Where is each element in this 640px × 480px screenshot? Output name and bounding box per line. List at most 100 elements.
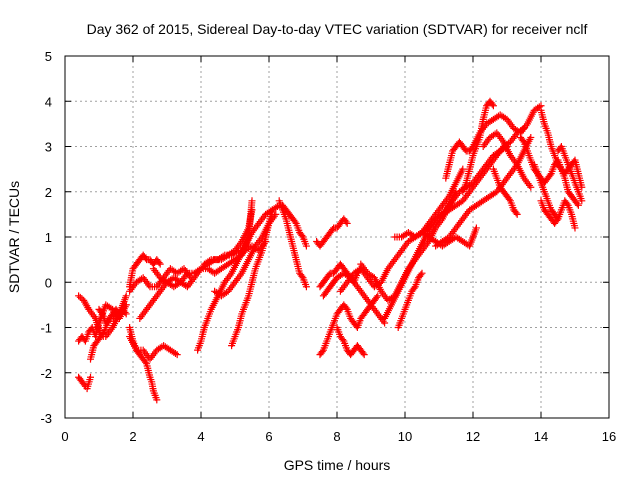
series-38 [554,143,586,205]
data-point [374,292,382,300]
data-point [491,130,499,138]
series-27 [391,124,528,241]
data-point [248,197,256,205]
data-point [172,350,179,358]
series-21 [319,269,389,327]
series-22 [333,324,368,359]
series-14 [228,206,276,350]
x-tick-label: 8 [333,429,340,444]
data-point [87,373,94,381]
data-point [122,310,130,318]
y-tick-label: -3 [40,411,52,426]
data-point [457,198,465,206]
data-point [298,231,306,239]
data-point [527,133,535,141]
data-point [97,308,105,316]
y-tick-label: 3 [45,140,52,155]
series-31 [459,97,497,196]
series-36 [537,197,579,232]
data-point [318,348,326,356]
x-tick-labels: 0 2 4 6 8 10 12 14 16 [61,429,616,444]
x-tick-label: 16 [602,429,616,444]
series-26 [394,269,426,331]
data-point [155,259,163,267]
data-point [423,225,431,233]
series-5 [95,305,130,327]
data-point [488,100,496,108]
data-point [219,252,227,260]
series-33 [489,165,521,218]
data-point [459,165,467,173]
data-point [339,336,347,344]
x-tick-label: 2 [129,429,136,444]
data-point [527,183,535,191]
chart-title: Day 362 of 2015, Sidereal Day-to-day VTE… [87,21,588,37]
data-point [99,330,107,338]
y-tick-label: 0 [45,275,52,290]
data-point [233,248,241,256]
data-point [156,260,164,268]
data-point [206,257,213,265]
data-point [546,171,554,179]
data-point [80,381,88,389]
data-point [571,224,579,232]
series-7 [126,333,181,363]
data-point [563,200,571,208]
y-tick-label: 1 [45,230,52,245]
y-tick-label: -1 [40,321,52,336]
data-point [175,279,183,287]
data-point [291,218,299,226]
data-point [491,189,499,197]
series-25 [381,143,511,322]
data-point [573,200,581,208]
data-point [489,102,497,110]
data-point [178,266,186,274]
data-point [515,128,523,136]
data-point [182,282,190,290]
series-19 [316,292,382,359]
data-point [262,238,270,246]
data-point [360,351,368,359]
axis-ticks [64,55,610,419]
x-tick-label: 6 [265,429,272,444]
series-15 [200,238,270,268]
data-point [418,269,426,277]
data-point [574,201,582,209]
data-point [153,396,161,404]
data-point [342,218,350,226]
data-point [122,292,130,300]
x-tick-label: 12 [466,429,480,444]
data-point [107,304,115,312]
series-10 [136,206,256,322]
data-point [173,351,181,359]
series-3 [75,373,94,393]
series-17 [279,201,310,250]
data-point [505,195,513,203]
series-18 [313,215,351,250]
data-point [223,288,230,296]
data-point [417,271,425,279]
data-point [359,349,367,357]
data-point [501,114,509,122]
data-point [298,272,306,280]
data-point [342,304,350,312]
data-point [75,292,83,300]
x-tick-label: 4 [197,429,204,444]
data-point [253,245,261,253]
series-16 [275,197,310,291]
y-tick-label: 4 [45,94,52,109]
data-point [195,266,203,274]
data-point [512,209,520,217]
data-point [553,216,561,224]
data-point [535,103,543,111]
data-point [343,219,351,227]
data-point [302,242,310,250]
data-point [513,210,521,218]
x-tick-label: 0 [61,429,68,444]
data-point [519,136,527,144]
data-point [76,293,84,301]
series-29 [432,133,535,250]
x-tick-label: 14 [534,429,548,444]
x-tick-label: 10 [398,429,412,444]
